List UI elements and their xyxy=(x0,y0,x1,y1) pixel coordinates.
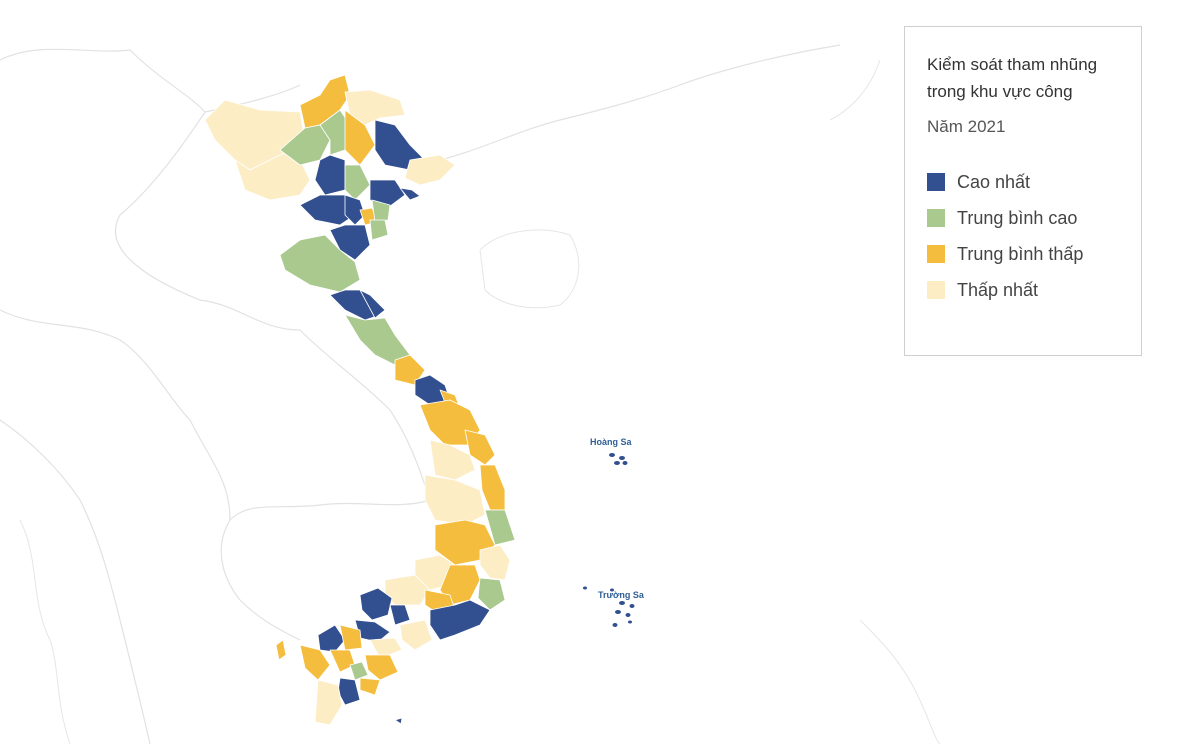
province-phu-quoc xyxy=(275,639,287,661)
spratly-island-dot xyxy=(583,586,587,590)
legend-list: Cao nhất Trung bình cao Trung bình thấp … xyxy=(927,164,1119,308)
province-dong-thap xyxy=(339,624,363,651)
neighbor-borders xyxy=(0,44,941,744)
laos-border xyxy=(114,111,301,331)
legend-box: Kiểm soát tham nhũng trong khu vực công … xyxy=(904,26,1142,356)
spratly-islands: Trường Sa xyxy=(583,586,645,627)
province-quang-tri xyxy=(394,354,426,386)
province-tay-ninh xyxy=(359,587,393,621)
paracel-island-dot xyxy=(609,453,615,457)
cambodia-border xyxy=(220,499,431,601)
legend-item-high: Cao nhất xyxy=(927,164,1119,200)
spratly-island-dot xyxy=(619,601,625,605)
province-tien-giang xyxy=(369,637,403,659)
legend-label-high: Cao nhất xyxy=(957,171,1031,192)
paracel-islands: Hoàng Sa xyxy=(590,437,633,465)
spratly-label: Trường Sa xyxy=(598,590,645,600)
spratly-island-dot xyxy=(625,613,631,617)
province-north-west-2 xyxy=(234,149,311,201)
legend-item-low: Thấp nhất xyxy=(927,272,1119,308)
province-bac-kan xyxy=(344,109,376,166)
legend-subtitle: Năm 2021 xyxy=(927,117,1006,136)
spratly-island-dot xyxy=(615,610,621,614)
province-thanh-hoa xyxy=(279,234,361,293)
province-an-giang xyxy=(317,624,346,653)
paracel-island-dot xyxy=(622,461,628,465)
province-binh-thuan xyxy=(429,599,491,641)
china-border-east xyxy=(439,44,841,161)
provinces xyxy=(204,74,516,726)
paracel-label: Hoàng Sa xyxy=(590,437,633,447)
province-vinh-long xyxy=(349,661,369,681)
province-hai-phong xyxy=(399,187,421,201)
laos-border-south xyxy=(299,329,431,501)
province-ho-chi-minh xyxy=(399,619,433,651)
province-tra-vinh xyxy=(359,677,381,696)
province-quang-ngai xyxy=(464,429,496,466)
legend-swatch-high xyxy=(927,173,945,191)
china-border xyxy=(0,48,301,113)
province-ninh-thuan xyxy=(477,577,506,611)
taiwan-coast xyxy=(829,59,881,121)
paracel-island-dot xyxy=(614,461,620,465)
cambodia-border-south xyxy=(239,599,301,641)
south-coast-thailand xyxy=(19,519,71,744)
province-ben-tre xyxy=(364,654,399,681)
legend-title: Kiểm soát tham nhũng trong khu vực công xyxy=(927,55,1098,101)
province-phu-yen xyxy=(484,509,516,546)
province-binh-dinh xyxy=(479,464,506,511)
spratly-island-dot xyxy=(628,620,632,624)
legend-item-mid-high: Trung bình cao xyxy=(927,200,1119,236)
legend-label-low: Thấp nhất xyxy=(957,279,1039,300)
hainan-island xyxy=(479,229,580,309)
province-binh-duong xyxy=(389,604,411,626)
province-thai-nguyen xyxy=(344,164,371,201)
province-quang-binh xyxy=(344,314,411,366)
province-thai-binh xyxy=(369,219,389,241)
province-hai-duong xyxy=(371,199,391,223)
province-kien-giang xyxy=(299,644,331,681)
legend-swatch-low xyxy=(927,281,945,299)
paracel-island-dot xyxy=(619,456,625,460)
spratly-island-dot xyxy=(612,623,618,627)
thailand-border xyxy=(0,309,231,521)
legend-swatch-mid-low xyxy=(927,245,945,263)
legend-label-mid-high: Trung bình cao xyxy=(957,207,1078,228)
province-ha-noi xyxy=(344,194,366,226)
philippine-coast xyxy=(859,619,941,744)
province-ha-tinh xyxy=(359,289,386,319)
legend-swatch-mid-high xyxy=(927,209,945,227)
province-gia-lai xyxy=(424,474,486,526)
province-yen-bai xyxy=(314,154,346,196)
spratly-island-dot xyxy=(610,588,614,592)
thailand-border-2 xyxy=(0,419,151,744)
province-quang-ninh xyxy=(404,154,456,186)
legend-label-mid-low: Trung bình thấp xyxy=(957,243,1084,264)
province-ca-mau xyxy=(314,679,343,726)
spratly-island-dot xyxy=(629,604,635,608)
province-khanh-hoa xyxy=(479,544,511,581)
legend-item-mid-low: Trung bình thấp xyxy=(927,236,1119,272)
province-kon-tum xyxy=(429,439,476,481)
province-con-dao xyxy=(394,717,403,725)
